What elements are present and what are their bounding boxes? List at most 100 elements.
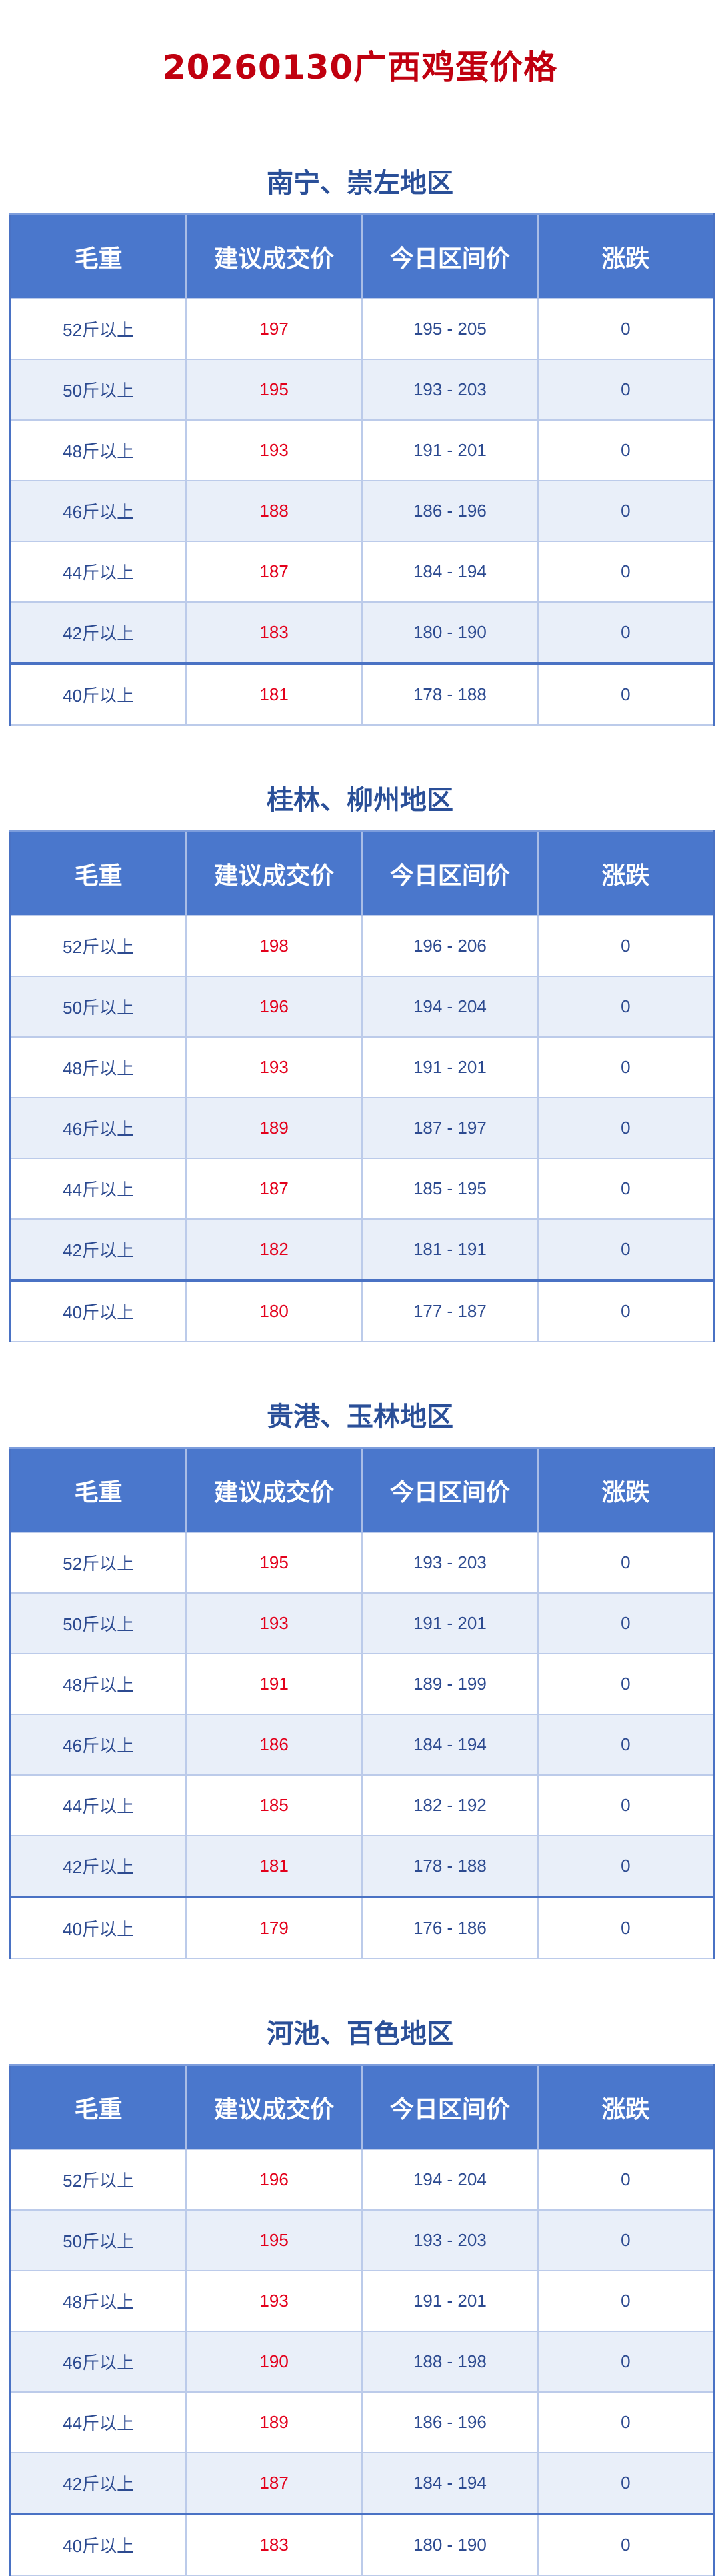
cell-change: 0 <box>537 419 715 481</box>
column-header-weight: 毛重 <box>9 830 187 916</box>
column-header-suggested-price: 建议成交价 <box>185 1447 363 1532</box>
cell-suggested-price: 187 <box>185 541 363 603</box>
table-row: 44斤以上 185 182 - 192 0 <box>9 1774 715 1836</box>
cell-suggested-price: 182 <box>185 1218 363 1281</box>
column-header-suggested-price: 建议成交价 <box>185 830 363 916</box>
cell-suggested-price: 195 <box>185 359 363 421</box>
column-header-price-range: 今日区间价 <box>361 2064 539 2149</box>
price-sections: 南宁、崇左地区 毛重 建议成交价 今日区间价 涨跌 52斤以上 197 195 - 205 0 5… <box>0 153 720 2576</box>
cell-price-range: 191 - 201 <box>361 2270 539 2332</box>
cell-price-range: 188 - 198 <box>361 2331 539 2393</box>
cell-suggested-price: 186 <box>185 1714 363 1776</box>
cell-price-range: 191 - 201 <box>361 419 539 481</box>
column-header-change: 涨跌 <box>537 2064 715 2149</box>
cell-weight: 40斤以上 <box>9 1279 187 1342</box>
table-row: 44斤以上 187 185 - 195 0 <box>9 1158 715 1220</box>
cell-price-range: 184 - 194 <box>361 2452 539 2515</box>
page-header: 20260130广西鸡蛋价格 <box>0 0 720 153</box>
column-header-price-range: 今日区间价 <box>361 830 539 916</box>
cell-weight: 52斤以上 <box>9 915 187 977</box>
cell-weight: 44斤以上 <box>9 541 187 603</box>
cell-change: 0 <box>537 480 715 542</box>
cell-weight: 42斤以上 <box>9 601 187 664</box>
table-row: 50斤以上 195 193 - 203 0 <box>9 2209 715 2271</box>
cell-weight: 40斤以上 <box>9 2513 187 2576</box>
table-row: 44斤以上 187 184 - 194 0 <box>9 541 715 603</box>
cell-change: 0 <box>537 2452 715 2515</box>
cell-suggested-price: 195 <box>185 2209 363 2271</box>
cell-suggested-price: 189 <box>185 1097 363 1159</box>
cell-price-range: 191 - 201 <box>361 1592 539 1654</box>
cell-change: 0 <box>537 1896 715 1959</box>
price-table: 毛重 建议成交价 今日区间价 涨跌 52斤以上 195 193 - 203 0 50斤以上 193… <box>9 1447 715 1959</box>
cell-price-range: 191 - 201 <box>361 1036 539 1098</box>
column-header-change: 涨跌 <box>537 213 715 299</box>
cell-weight: 40斤以上 <box>9 662 187 726</box>
table-row: 48斤以上 193 191 - 201 0 <box>9 2270 715 2332</box>
cell-price-range: 187 - 197 <box>361 1097 539 1159</box>
cell-suggested-price: 190 <box>185 2331 363 2393</box>
cell-suggested-price: 193 <box>185 419 363 481</box>
region-section: 河池、百色地区毛重 建议成交价 今日区间价 涨跌 52斤以上 196 194 - 204 0 5… <box>0 2004 720 2576</box>
cell-price-range: 182 - 192 <box>361 1774 539 1836</box>
cell-suggested-price: 196 <box>185 2149 363 2211</box>
cell-change: 0 <box>537 1158 715 1220</box>
cell-weight: 46斤以上 <box>9 1097 187 1159</box>
cell-weight: 42斤以上 <box>9 2452 187 2515</box>
cell-price-range: 185 - 195 <box>361 1158 539 1220</box>
cell-weight: 52斤以上 <box>9 298 187 360</box>
cell-change: 0 <box>537 1774 715 1836</box>
cell-price-range: 194 - 204 <box>361 2149 539 2211</box>
cell-change: 0 <box>537 2513 715 2576</box>
cell-weight: 50斤以上 <box>9 2209 187 2271</box>
cell-change: 0 <box>537 2331 715 2393</box>
cell-weight: 46斤以上 <box>9 1714 187 1776</box>
table-row: 42斤以上 183 180 - 190 0 <box>9 601 715 664</box>
cell-suggested-price: 189 <box>185 2391 363 2453</box>
cell-change: 0 <box>537 1532 715 1594</box>
cell-change: 0 <box>537 1279 715 1342</box>
column-header-weight: 毛重 <box>9 1447 187 1532</box>
column-header-change: 涨跌 <box>537 1447 715 1532</box>
cell-suggested-price: 193 <box>185 1592 363 1654</box>
cell-price-range: 178 - 188 <box>361 662 539 726</box>
table-row: 52斤以上 196 194 - 204 0 <box>9 2149 715 2211</box>
cell-change: 0 <box>537 541 715 603</box>
cell-suggested-price: 191 <box>185 1653 363 1715</box>
cell-weight: 44斤以上 <box>9 1158 187 1220</box>
cell-suggested-price: 196 <box>185 976 363 1038</box>
table-row: 42斤以上 187 184 - 194 0 <box>9 2452 715 2515</box>
table-header-row: 毛重 建议成交价 今日区间价 涨跌 <box>9 2064 715 2149</box>
table-row: 40斤以上 181 178 - 188 0 <box>9 662 715 726</box>
cell-price-range: 176 - 186 <box>361 1896 539 1959</box>
cell-suggested-price: 181 <box>185 1835 363 1898</box>
cell-price-range: 196 - 206 <box>361 915 539 977</box>
region-section: 贵港、玉林地区 毛重 建议成交价 今日区间价 涨跌 52斤以上 195 193 - 203 0 5… <box>0 1387 720 1959</box>
cell-price-range: 178 - 188 <box>361 1835 539 1898</box>
cell-suggested-price: 181 <box>185 662 363 726</box>
table-row: 40斤以上 180 177 - 187 0 <box>9 1279 715 1342</box>
region-title: 河池、百色地区 <box>267 2019 453 2049</box>
cell-suggested-price: 180 <box>185 1279 363 1342</box>
table-row: 40斤以上 179 176 - 186 0 <box>9 1896 715 1959</box>
region-section: 桂林、柳州地区 毛重 建议成交价 今日区间价 涨跌 52斤以上 198 196 - 206 0 5… <box>0 770 720 1342</box>
cell-price-range: 195 - 205 <box>361 298 539 360</box>
column-header-suggested-price: 建议成交价 <box>185 213 363 299</box>
cell-change: 0 <box>537 1835 715 1898</box>
cell-price-range: 186 - 196 <box>361 2391 539 2453</box>
cell-weight: 52斤以上 <box>9 1532 187 1594</box>
cell-suggested-price: 198 <box>185 915 363 977</box>
cell-change: 0 <box>537 2391 715 2453</box>
table-header-row: 毛重 建议成交价 今日区间价 涨跌 <box>9 213 715 299</box>
table-row: 48斤以上 191 189 - 199 0 <box>9 1653 715 1715</box>
table-row: 46斤以上 190 188 - 198 0 <box>9 2331 715 2393</box>
cell-suggested-price: 187 <box>185 1158 363 1220</box>
table-row: 46斤以上 188 186 - 196 0 <box>9 480 715 542</box>
cell-change: 0 <box>537 976 715 1038</box>
cell-price-range: 180 - 190 <box>361 2513 539 2576</box>
column-header-change: 涨跌 <box>537 830 715 916</box>
cell-change: 0 <box>537 1097 715 1159</box>
cell-price-range: 193 - 203 <box>361 2209 539 2271</box>
cell-weight: 50斤以上 <box>9 976 187 1038</box>
cell-price-range: 186 - 196 <box>361 480 539 542</box>
